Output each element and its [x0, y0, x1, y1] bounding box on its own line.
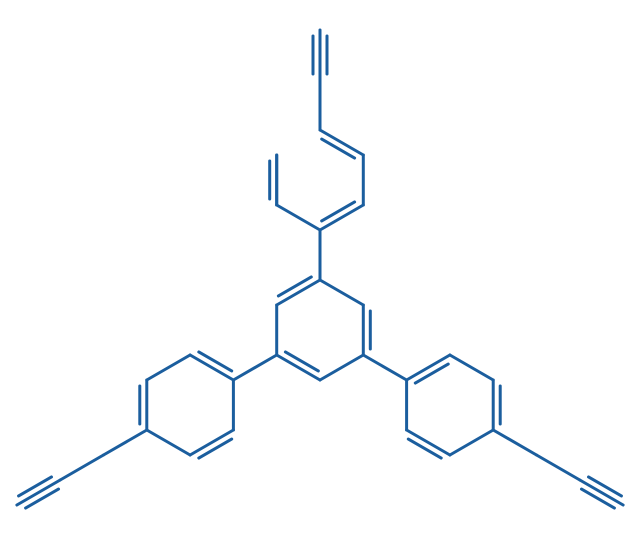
molecule-diagram: [0, 0, 640, 557]
